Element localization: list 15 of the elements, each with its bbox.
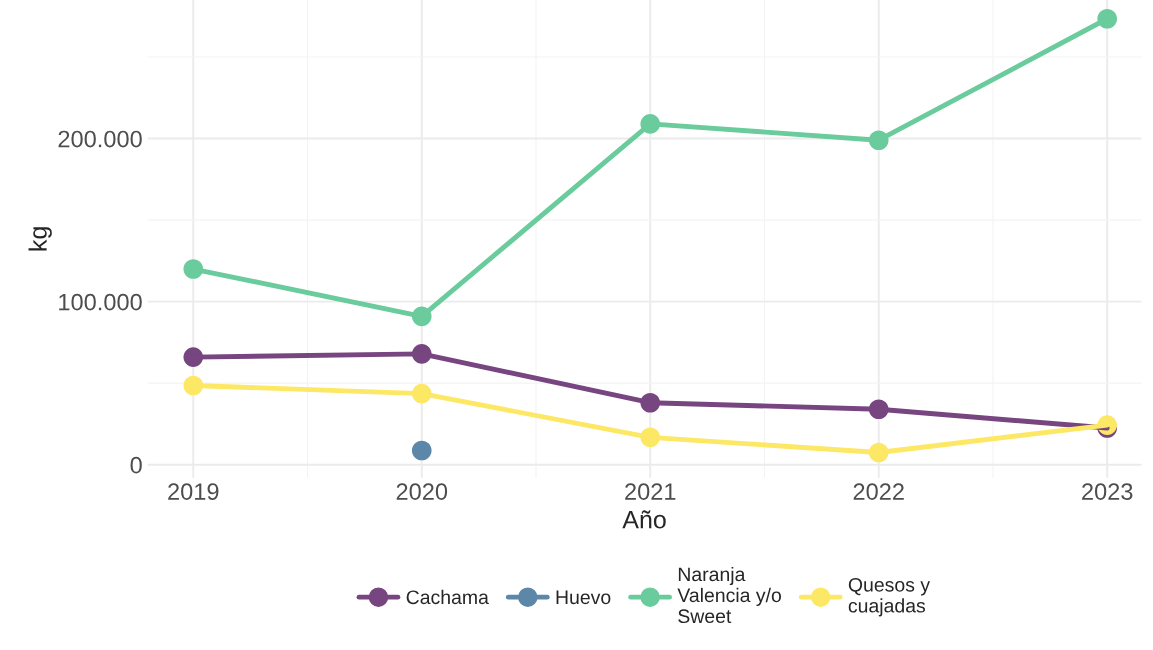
legend-label: Quesos y cuajadas — [848, 577, 931, 617]
x-tick-label: 2019 — [168, 483, 219, 500]
y-tick-label: 0 — [130, 456, 142, 474]
point — [411, 440, 432, 461]
y-axis-title: kg — [28, 227, 52, 251]
y-tick-label: 200.000 — [58, 130, 142, 148]
x-tick-label: 2020 — [396, 483, 448, 500]
x-axis-title: Año — [622, 510, 666, 529]
legend-label: Naranja Valencia y/o Sweet — [677, 566, 781, 624]
legend-label: Huevo — [556, 590, 611, 605]
x-tick-label: 2021 — [625, 483, 676, 500]
x-tick-label: 2022 — [853, 483, 904, 500]
x-tick-label: 2023 — [1082, 483, 1133, 500]
legend-label: Cachama — [406, 589, 489, 605]
y-tick-label: 100.000 — [59, 293, 142, 311]
